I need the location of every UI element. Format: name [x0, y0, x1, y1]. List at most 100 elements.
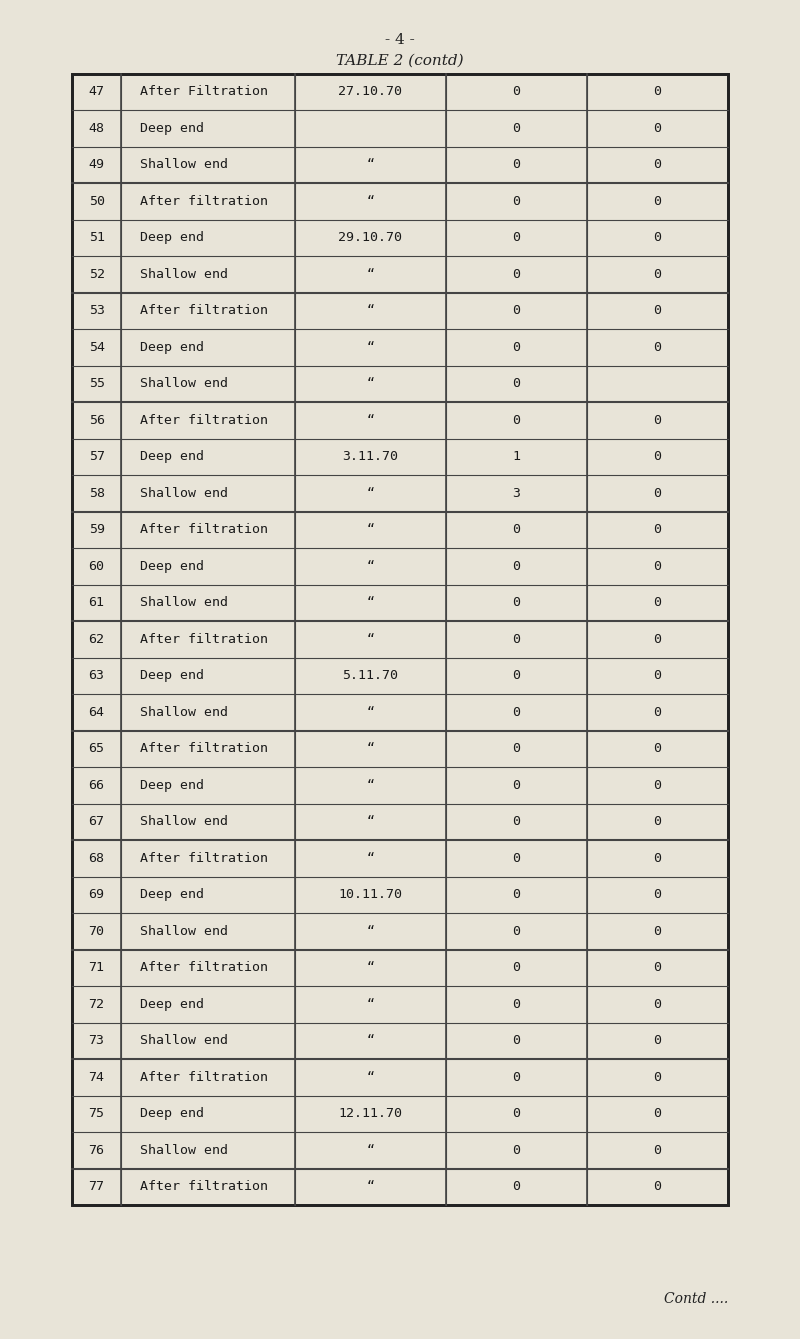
- Text: 51: 51: [89, 232, 105, 245]
- Text: 59: 59: [89, 524, 105, 537]
- Text: 5.11.70: 5.11.70: [342, 670, 398, 683]
- Text: “: “: [366, 742, 374, 755]
- Text: “: “: [366, 852, 374, 865]
- Text: 64: 64: [89, 706, 105, 719]
- Text: 68: 68: [89, 852, 105, 865]
- Text: 0: 0: [654, 998, 662, 1011]
- Text: 70: 70: [89, 925, 105, 937]
- Text: Shallow end: Shallow end: [140, 925, 228, 937]
- Text: Shallow end: Shallow end: [140, 1144, 228, 1157]
- Text: 0: 0: [654, 341, 662, 353]
- Bar: [72, 74, 728, 1205]
- Text: 0: 0: [654, 779, 662, 791]
- Text: 0: 0: [513, 560, 521, 573]
- Text: After filtration: After filtration: [140, 633, 268, 645]
- Text: 50: 50: [89, 195, 105, 208]
- Text: 0: 0: [513, 961, 521, 975]
- Text: Deep end: Deep end: [140, 779, 204, 791]
- Text: After filtration: After filtration: [140, 961, 268, 975]
- Text: 57: 57: [89, 450, 105, 463]
- Text: “: “: [366, 633, 374, 645]
- Text: 75: 75: [89, 1107, 105, 1121]
- Text: 0: 0: [513, 304, 521, 317]
- Text: 0: 0: [654, 888, 662, 901]
- Text: “: “: [366, 341, 374, 353]
- Text: “: “: [366, 961, 374, 975]
- Text: “: “: [366, 706, 374, 719]
- Text: 0: 0: [513, 414, 521, 427]
- Text: Deep end: Deep end: [140, 888, 204, 901]
- Text: 0: 0: [654, 815, 662, 829]
- Text: - 4 -: - 4 -: [385, 33, 415, 47]
- Text: 12.11.70: 12.11.70: [338, 1107, 402, 1121]
- Text: 63: 63: [89, 670, 105, 683]
- Text: Deep end: Deep end: [140, 122, 204, 135]
- Text: 71: 71: [89, 961, 105, 975]
- Text: Deep end: Deep end: [140, 998, 204, 1011]
- Text: “: “: [366, 195, 374, 208]
- Text: 0: 0: [513, 815, 521, 829]
- Text: Deep end: Deep end: [140, 341, 204, 353]
- Text: 74: 74: [89, 1071, 105, 1083]
- Text: “: “: [366, 487, 374, 499]
- Text: 0: 0: [513, 888, 521, 901]
- Text: 0: 0: [513, 852, 521, 865]
- Text: 66: 66: [89, 779, 105, 791]
- Text: 0: 0: [513, 633, 521, 645]
- Text: 0: 0: [654, 86, 662, 98]
- Text: After filtration: After filtration: [140, 195, 268, 208]
- Text: 0: 0: [513, 925, 521, 937]
- Text: Contd ....: Contd ....: [664, 1292, 728, 1306]
- Bar: [72, 74, 728, 1205]
- Text: 62: 62: [89, 633, 105, 645]
- Text: 55: 55: [89, 378, 105, 391]
- Text: Shallow end: Shallow end: [140, 815, 228, 829]
- Text: 0: 0: [654, 487, 662, 499]
- Text: 0: 0: [654, 414, 662, 427]
- Text: “: “: [366, 1181, 374, 1193]
- Text: 0: 0: [513, 998, 521, 1011]
- Text: “: “: [366, 998, 374, 1011]
- Text: 0: 0: [513, 1144, 521, 1157]
- Text: 54: 54: [89, 341, 105, 353]
- Text: 0: 0: [654, 1071, 662, 1083]
- Text: 3: 3: [513, 487, 521, 499]
- Text: “: “: [366, 596, 374, 609]
- Text: 48: 48: [89, 122, 105, 135]
- Text: 72: 72: [89, 998, 105, 1011]
- Text: 0: 0: [513, 1181, 521, 1193]
- Text: 27.10.70: 27.10.70: [338, 86, 402, 98]
- Text: 69: 69: [89, 888, 105, 901]
- Text: 0: 0: [513, 742, 521, 755]
- Text: Shallow end: Shallow end: [140, 268, 228, 281]
- Text: 0: 0: [513, 86, 521, 98]
- Text: 1: 1: [513, 450, 521, 463]
- Text: TABLE 2 (contd): TABLE 2 (contd): [336, 54, 464, 67]
- Text: After filtration: After filtration: [140, 1181, 268, 1193]
- Text: 61: 61: [89, 596, 105, 609]
- Text: After filtration: After filtration: [140, 414, 268, 427]
- Text: “: “: [366, 524, 374, 537]
- Text: Shallow end: Shallow end: [140, 596, 228, 609]
- Text: “: “: [366, 414, 374, 427]
- Text: 0: 0: [513, 1107, 521, 1121]
- Text: 0: 0: [654, 852, 662, 865]
- Text: “: “: [366, 779, 374, 791]
- Text: 0: 0: [513, 1034, 521, 1047]
- Text: “: “: [366, 378, 374, 391]
- Text: After filtration: After filtration: [140, 1071, 268, 1083]
- Text: 0: 0: [654, 1034, 662, 1047]
- Text: 0: 0: [654, 1107, 662, 1121]
- Text: 47: 47: [89, 86, 105, 98]
- Text: “: “: [366, 1144, 374, 1157]
- Text: Deep end: Deep end: [140, 560, 204, 573]
- Text: 3.11.70: 3.11.70: [342, 450, 398, 463]
- Text: After filtration: After filtration: [140, 852, 268, 865]
- Text: 0: 0: [513, 232, 521, 245]
- Text: 10.11.70: 10.11.70: [338, 888, 402, 901]
- Text: 0: 0: [513, 670, 521, 683]
- Text: 0: 0: [513, 779, 521, 791]
- Text: “: “: [366, 158, 374, 171]
- Text: “: “: [366, 925, 374, 937]
- Text: 0: 0: [654, 596, 662, 609]
